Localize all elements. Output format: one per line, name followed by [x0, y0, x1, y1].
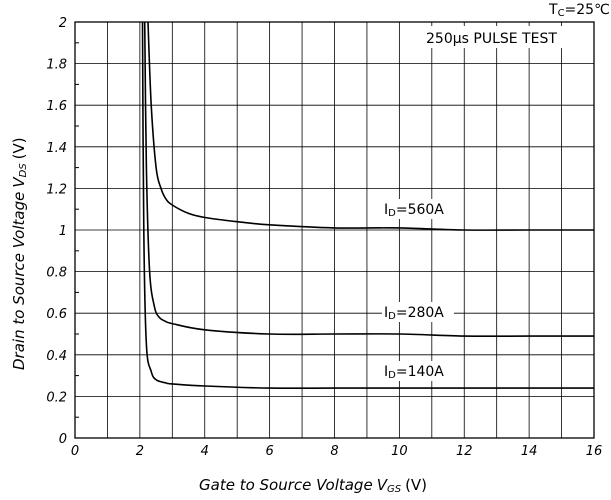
- series-label-id140: ID=140A: [384, 364, 444, 381]
- y-tick-label: 0.4: [46, 349, 67, 364]
- x-tick-label: 10: [391, 444, 408, 459]
- x-tick-labels: 0 2 4 6 8 10 12 14 16: [71, 444, 602, 459]
- series-label-id280: ID=280A: [384, 305, 444, 322]
- pulse-label-bg: [422, 26, 592, 48]
- y-tick-label: 1.8: [46, 58, 67, 73]
- x-tick-label: 14: [521, 444, 538, 459]
- plot-frame: [74, 21, 595, 439]
- id560-label-bg: [382, 199, 454, 219]
- y-tick-label: 0.8: [46, 266, 67, 281]
- x-tick-label: 4: [201, 444, 209, 459]
- x-tick-label: 16: [586, 444, 603, 459]
- y-tick-label: 1.4: [46, 141, 67, 156]
- y-tick-label: 1.2: [46, 182, 67, 197]
- series-label-id560: ID=560A: [384, 202, 444, 219]
- series-curve-2: [141, 21, 594, 390]
- id280-label-bg: [382, 302, 454, 322]
- temperature-annotation: TC=25℃: [548, 2, 610, 19]
- series-curve-0: [147, 21, 594, 231]
- id140-label-bg: [382, 361, 454, 381]
- series-curve-1: [143, 21, 594, 338]
- y-axis-label: Drain to Source Voltage VDS (V): [10, 137, 30, 370]
- x-tick-label: 6: [265, 444, 273, 459]
- curves: [141, 21, 594, 390]
- x-tick-label: 8: [330, 444, 338, 459]
- x-axis-label: Gate to Source Voltage VGS (V): [199, 476, 427, 496]
- y-tick-label: 0: [59, 432, 67, 447]
- y-tick-label: 1.6: [46, 99, 67, 114]
- y-tick-label: 2: [59, 16, 67, 31]
- x-tick-label: 12: [456, 444, 473, 459]
- y-tick-label: 0.2: [46, 390, 67, 405]
- x-tick-label: 2: [136, 444, 144, 459]
- pulse-test-annotation: 250μs PULSE TEST: [426, 31, 557, 47]
- y-tick-labels: 0 0.2 0.4 0.6 0.8 1 1.2 1.4 1.6 1.8 2: [46, 16, 67, 447]
- y-tick-label: 1: [59, 224, 67, 239]
- y-tick-label: 0.6: [46, 307, 67, 322]
- x-tick-label: 0: [71, 444, 79, 459]
- minor-ticks: [75, 42, 79, 418]
